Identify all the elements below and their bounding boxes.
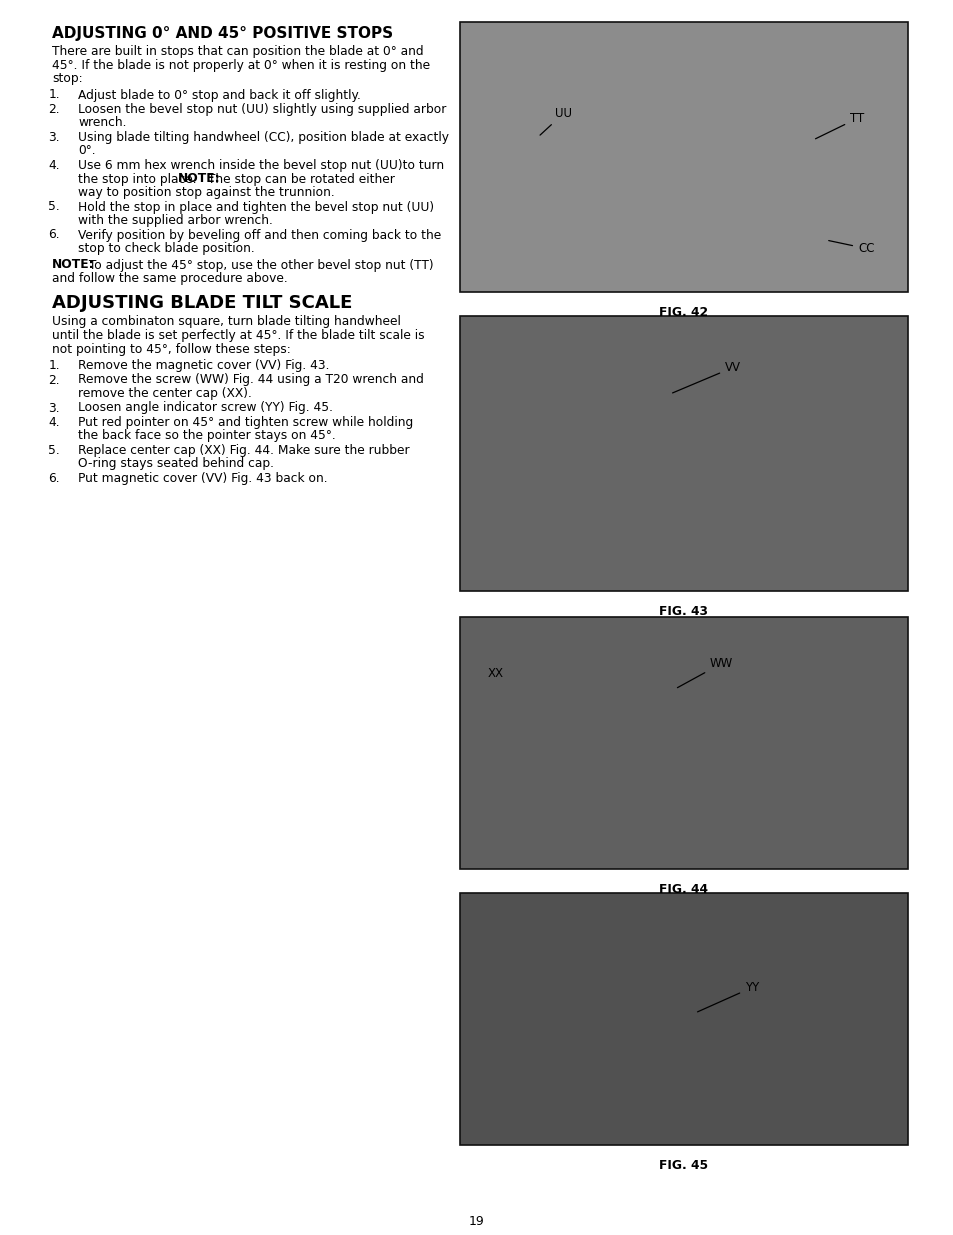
Text: stop to check blade position.: stop to check blade position. (78, 242, 254, 254)
Text: There are built in stops that can position the blade at 0° and: There are built in stops that can positi… (52, 44, 423, 58)
Text: 19: 19 (469, 1215, 484, 1228)
Text: UU: UU (539, 107, 572, 135)
Text: 5.: 5. (49, 200, 60, 214)
Bar (459, 893, 907, 1145)
Text: The stop can be rotated either: The stop can be rotated either (204, 173, 395, 185)
Text: 6.: 6. (49, 472, 60, 485)
Text: ADJUSTING 0° AND 45° POSITIVE STOPS: ADJUSTING 0° AND 45° POSITIVE STOPS (52, 26, 393, 41)
Text: 4.: 4. (49, 416, 60, 429)
Text: To adjust the 45° stop, use the other bevel stop nut (TT): To adjust the 45° stop, use the other be… (85, 258, 434, 272)
Text: 3.: 3. (49, 131, 60, 144)
Text: 6.: 6. (49, 228, 60, 242)
Text: not pointing to 45°, follow these steps:: not pointing to 45°, follow these steps: (52, 342, 291, 356)
Text: until the blade is set perfectly at 45°. If the blade tilt scale is: until the blade is set perfectly at 45°.… (52, 329, 424, 342)
Bar (459, 22, 907, 291)
Text: NOTE:: NOTE: (52, 258, 94, 272)
Text: Remove the magnetic cover (VV) Fig. 43.: Remove the magnetic cover (VV) Fig. 43. (78, 359, 329, 372)
Text: Replace center cap (XX) Fig. 44. Make sure the rubber: Replace center cap (XX) Fig. 44. Make su… (78, 445, 409, 457)
Text: 5.: 5. (49, 445, 60, 457)
Text: 2.: 2. (49, 103, 60, 116)
Text: 2.: 2. (49, 373, 60, 387)
Text: 0°.: 0°. (78, 144, 95, 158)
Text: Put magnetic cover (VV) Fig. 43 back on.: Put magnetic cover (VV) Fig. 43 back on. (78, 472, 327, 485)
Text: way to position stop against the trunnion.: way to position stop against the trunnio… (78, 186, 335, 199)
Text: 4.: 4. (49, 159, 60, 172)
Text: Verify position by beveling off and then coming back to the: Verify position by beveling off and then… (78, 228, 441, 242)
Text: WW: WW (677, 657, 733, 688)
Text: FIG. 45: FIG. 45 (659, 1158, 708, 1172)
Text: 3.: 3. (49, 401, 60, 415)
Text: stop:: stop: (52, 72, 83, 85)
Text: the stop into place.: the stop into place. (78, 173, 200, 185)
Text: Use 6 mm hex wrench inside the bevel stop nut (UU)to turn: Use 6 mm hex wrench inside the bevel sto… (78, 159, 444, 172)
Text: VV: VV (672, 361, 740, 393)
Bar (459, 316, 907, 592)
Text: with the supplied arbor wrench.: with the supplied arbor wrench. (78, 214, 273, 227)
Text: FIG. 44: FIG. 44 (659, 883, 708, 897)
Text: NOTE:: NOTE: (177, 173, 220, 185)
Bar (459, 618, 907, 869)
Text: TT: TT (815, 112, 863, 138)
Text: remove the center cap (XX).: remove the center cap (XX). (78, 387, 252, 400)
Text: Hold the stop in place and tighten the bevel stop nut (UU): Hold the stop in place and tighten the b… (78, 200, 434, 214)
Text: Loosen angle indicator screw (YY) Fig. 45.: Loosen angle indicator screw (YY) Fig. 4… (78, 401, 333, 415)
Text: CC: CC (828, 241, 874, 254)
Text: FIG. 43: FIG. 43 (659, 605, 708, 618)
Text: Adjust blade to 0° stop and back it off slightly.: Adjust blade to 0° stop and back it off … (78, 89, 360, 101)
Text: XX: XX (488, 667, 503, 680)
Text: and follow the same procedure above.: and follow the same procedure above. (52, 272, 288, 285)
Text: wrench.: wrench. (78, 116, 127, 130)
Text: ADJUSTING BLADE TILT SCALE: ADJUSTING BLADE TILT SCALE (52, 294, 352, 311)
Text: 45°. If the blade is not properly at 0° when it is resting on the: 45°. If the blade is not properly at 0° … (52, 58, 430, 72)
Text: Using a combinaton square, turn blade tilting handwheel: Using a combinaton square, turn blade ti… (52, 315, 400, 329)
Text: YY: YY (697, 981, 759, 1011)
Text: Loosen the bevel stop nut (UU) slightly using supplied arbor: Loosen the bevel stop nut (UU) slightly … (78, 103, 446, 116)
Text: the back face so the pointer stays on 45°.: the back face so the pointer stays on 45… (78, 430, 335, 442)
Text: O-ring stays seated behind cap.: O-ring stays seated behind cap. (78, 457, 274, 471)
Text: Put red pointer on 45° and tighten screw while holding: Put red pointer on 45° and tighten screw… (78, 416, 413, 429)
Text: FIG. 42: FIG. 42 (659, 306, 708, 319)
Text: Using blade tilting handwheel (CC), position blade at exactly: Using blade tilting handwheel (CC), posi… (78, 131, 449, 144)
Text: 1.: 1. (49, 359, 60, 372)
Text: Remove the screw (WW) Fig. 44 using a T20 wrench and: Remove the screw (WW) Fig. 44 using a T2… (78, 373, 423, 387)
Text: 1.: 1. (49, 89, 60, 101)
